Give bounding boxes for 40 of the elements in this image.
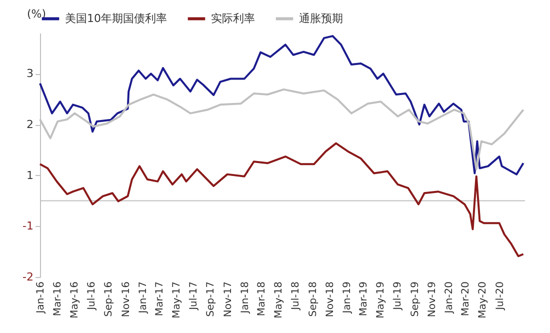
y-tick-label: 1 [26,168,34,182]
x-tick-label: Jan-16 [36,282,46,314]
legend-label: 实际利率 [211,12,255,25]
x-tick-label: Jul-17 [188,282,200,311]
x-tick-label: Jul-16 [86,282,98,311]
y-axis-title: (%) [26,8,46,20]
x-tick-label: Jul-18 [290,282,302,311]
x-tick-label: Nov-16 [120,282,132,318]
x-tick-label: Mar-19 [358,282,370,316]
x-tick-label: May-20 [478,282,489,318]
x-tick-label: Nov-19 [426,282,438,318]
y2-tick-label: -2 [22,270,34,284]
legend-label: 美国10年期国债利率 [65,12,167,25]
x-tick-label: Sep-18 [308,282,319,317]
x-tick-label: Nov-17 [222,282,234,318]
x-tick-label: Sep-17 [206,282,217,317]
y-tick-label: 3 [26,67,34,80]
x-tick-label: May-19 [375,282,386,318]
y2-tick-label: -1 [22,220,34,233]
x-tick-label: Nov-18 [324,282,336,318]
x-tick-label: Mar-16 [52,282,64,316]
y-tick-label: 2 [26,118,34,131]
x-tick-label: Jan-19 [342,282,353,314]
x-tick-label: Sep-16 [104,282,115,317]
x-tick-label: Jul-20 [494,282,506,311]
x-tick-label: Jan-18 [240,282,251,314]
x-tick-label: Jan-17 [138,282,149,314]
x-tick-label: May-17 [171,282,182,318]
line-series [39,88,524,170]
x-tick-label: May-16 [69,282,80,318]
x-tick-label: Jul-19 [392,282,404,311]
line-series [39,35,524,176]
line-series [39,142,524,258]
x-tick-label: May-18 [273,282,284,318]
x-tick-label: Jan-20 [444,282,455,314]
x-tick-label: Mar-18 [256,282,268,316]
x-tick-label: Sep-19 [410,282,421,317]
x-tick-label: Mar-20 [460,282,472,316]
legend-label: 通胀预期 [299,12,343,25]
x-tick-label: Mar-17 [154,282,166,316]
